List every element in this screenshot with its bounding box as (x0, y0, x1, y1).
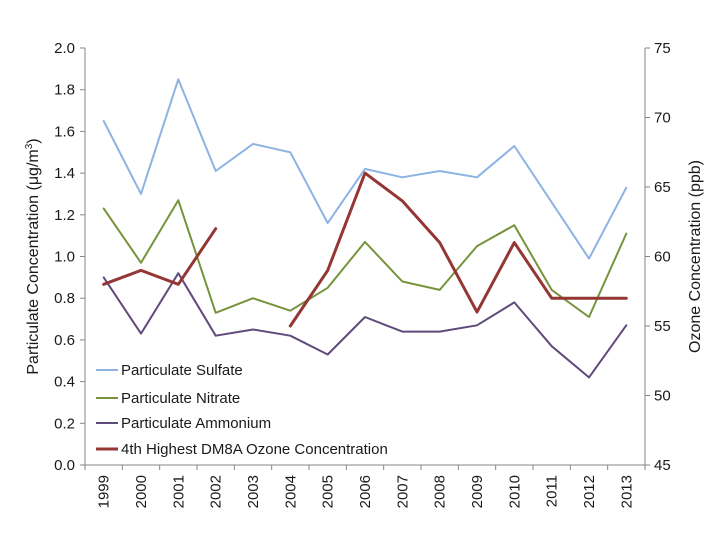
x-tick-label: 2009 (469, 475, 486, 508)
left-tick-label: 1.0 (54, 249, 75, 266)
series-line-1 (102, 78, 628, 260)
left-tick-label: 1.4 (54, 165, 75, 182)
series-line-4 (288, 171, 628, 328)
legend-label: Particulate Sulfate (121, 362, 243, 379)
left-tick-label: 1.8 (54, 82, 75, 99)
x-axis-ticks: 1999 2000 2001 2002 2003 2004 2005 2006 2007 2008… (84, 465, 646, 508)
series-line-2 (102, 199, 628, 318)
x-tick-label: 2003 (245, 475, 262, 508)
x-tick-label: 2008 (432, 475, 449, 508)
left-tick-label: 0.0 (54, 457, 75, 474)
left-y-axis-ticks: 0.0 0.2 0.4 0.6 0.8 1.0 1.2 1.4 1.6 1.8 2.0 (54, 40, 85, 474)
right-y-axis-ticks: 45 50 55 60 65 70 75 (645, 40, 671, 474)
left-tick-label: 1.6 (54, 123, 75, 140)
series-line-4 (102, 227, 218, 286)
left-tick-label: 0.4 (54, 374, 75, 391)
left-tick-label: 0.2 (54, 415, 75, 432)
legend-label: Particulate Ammonium (121, 415, 271, 432)
x-tick-label: 2005 (320, 475, 337, 508)
right-y-axis-title: Ozone Concentration (ppb) (687, 160, 704, 353)
left-tick-label: 0.8 (54, 290, 75, 307)
series-layer (102, 78, 628, 379)
right-tick-label: 65 (654, 179, 671, 196)
left-tick-label: 2.0 (54, 40, 75, 57)
x-tick-label: 2006 (357, 475, 374, 508)
series-line-3 (102, 272, 628, 379)
x-tick-label: 2010 (506, 475, 523, 508)
right-tick-label: 60 (654, 249, 671, 266)
right-tick-label: 50 (654, 388, 671, 405)
x-tick-label: 2013 (618, 475, 635, 508)
x-tick-label: 2002 (208, 475, 225, 508)
x-tick-label: 2001 (170, 475, 187, 508)
x-tick-label: 2011 (544, 475, 561, 507)
legend-label: Particulate Nitrate (121, 390, 240, 407)
legend: Particulate Sulfate Particulate Nitrate Pa… (96, 362, 388, 458)
x-tick-label: 2000 (133, 475, 150, 508)
right-tick-label: 70 (654, 110, 671, 127)
x-tick-label: 2004 (282, 475, 299, 508)
left-y-axis-title: Particulate Concentration (μg/m3) (24, 138, 42, 374)
left-tick-label: 0.6 (54, 332, 75, 349)
x-tick-label: 2007 (394, 475, 411, 508)
x-tick-label: 2012 (581, 475, 598, 508)
right-tick-label: 45 (654, 457, 671, 474)
right-tick-label: 55 (654, 318, 671, 335)
x-tick-label: 1999 (96, 475, 113, 508)
left-tick-label: 1.2 (54, 207, 75, 224)
right-tick-label: 75 (654, 40, 671, 57)
legend-label: 4th Highest DM8A Ozone Concentration (121, 441, 388, 458)
